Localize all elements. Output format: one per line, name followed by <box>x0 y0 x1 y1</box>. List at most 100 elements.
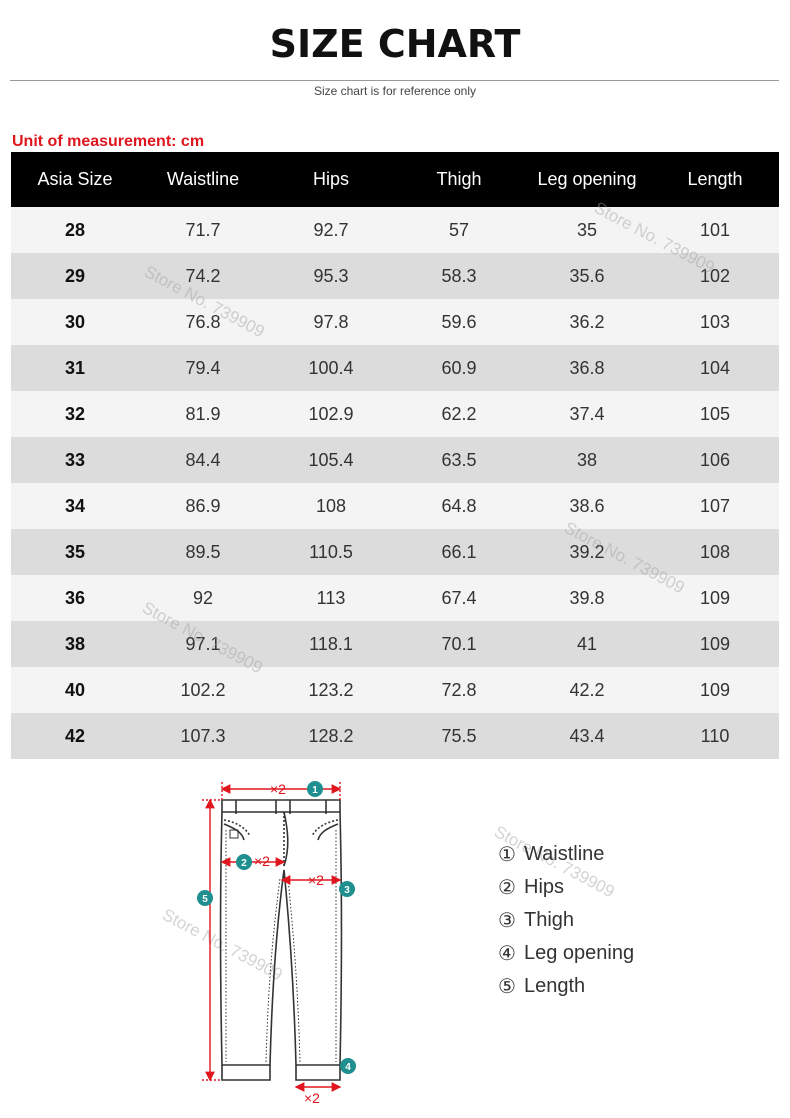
value-cell: 105.4 <box>267 437 395 483</box>
measure-lines <box>202 782 342 1092</box>
value-cell: 86.9 <box>139 483 267 529</box>
table-row: 35 89.5 110.5 66.1 39.2 108 <box>11 529 779 575</box>
value-cell: 104 <box>651 345 779 391</box>
value-cell: 103 <box>651 299 779 345</box>
col-header-asia-size: Asia Size <box>11 152 139 207</box>
value-cell: 38 <box>523 437 651 483</box>
value-cell: 58.3 <box>395 253 523 299</box>
measurement-legend: ① Waistline ② Hips ③ Thigh ④ Leg opening… <box>498 838 634 1003</box>
value-cell: 118.1 <box>267 621 395 667</box>
legend-num: ④ <box>498 943 516 965</box>
legend-item-leg-opening: ④ Leg opening <box>498 937 634 970</box>
pants-diagram: ×2 ×2 ×2 ×2 1 2 3 4 5 <box>197 781 356 1106</box>
value-cell: 71.7 <box>139 207 267 253</box>
value-cell: 102.2 <box>139 667 267 713</box>
value-cell: 75.5 <box>395 713 523 759</box>
value-cell: 128.2 <box>267 713 395 759</box>
value-cell: 110.5 <box>267 529 395 575</box>
value-cell: 95.3 <box>267 253 395 299</box>
value-cell: 59.6 <box>395 299 523 345</box>
unit-label: Unit of measurement: cm <box>12 133 205 150</box>
value-cell: 109 <box>651 575 779 621</box>
value-cell: 102 <box>651 253 779 299</box>
marker-leg-opening-num: 4 <box>345 1062 351 1073</box>
size-table: Asia Size Waistline Hips Thigh Leg openi… <box>11 152 779 759</box>
value-cell: 123.2 <box>267 667 395 713</box>
page-subtitle: Size chart is for reference only <box>313 84 477 98</box>
col-header-waistline: Waistline <box>139 152 267 207</box>
value-cell: 92.7 <box>267 207 395 253</box>
legend-label: Hips <box>524 876 565 898</box>
legend-label: Leg opening <box>524 942 635 964</box>
size-cell: 33 <box>11 437 139 483</box>
marker-waist-num: 1 <box>312 785 318 796</box>
value-cell: 97.8 <box>267 299 395 345</box>
size-cell: 35 <box>11 529 139 575</box>
value-cell: 89.5 <box>139 529 267 575</box>
table-row: 28 71.7 92.7 57 35 101 <box>11 207 779 253</box>
value-cell: 37.4 <box>523 391 651 437</box>
col-header-leg-opening: Leg opening <box>523 152 651 207</box>
value-cell: 72.8 <box>395 667 523 713</box>
size-cell: 32 <box>11 391 139 437</box>
marker-thigh-num: 3 <box>344 885 350 896</box>
table-row: 32 81.9 102.9 62.2 37.4 105 <box>11 391 779 437</box>
value-cell: 57 <box>395 207 523 253</box>
value-cell: 92 <box>139 575 267 621</box>
value-cell: 108 <box>651 529 779 575</box>
table-header-row: Asia Size Waistline Hips Thigh Leg openi… <box>11 152 779 207</box>
legend-num: ② <box>498 877 516 899</box>
marker-leg-opening <box>340 1058 356 1074</box>
legend-item-hips: ② Hips <box>498 871 634 904</box>
legend-num: ⑤ <box>498 976 516 998</box>
leg-opening-multiplier: ×2 <box>304 1090 320 1106</box>
marker-group: 1 2 3 4 5 <box>197 781 356 1074</box>
size-cell: 29 <box>11 253 139 299</box>
value-cell: 67.4 <box>395 575 523 621</box>
value-cell: 109 <box>651 667 779 713</box>
value-cell: 43.4 <box>523 713 651 759</box>
value-cell: 41 <box>523 621 651 667</box>
value-cell: 97.1 <box>139 621 267 667</box>
size-cell: 42 <box>11 713 139 759</box>
value-cell: 74.2 <box>139 253 267 299</box>
table-row: 34 86.9 108 64.8 38.6 107 <box>11 483 779 529</box>
value-cell: 79.4 <box>139 345 267 391</box>
legend-label: Thigh <box>524 909 575 931</box>
title-divider <box>10 80 779 81</box>
legend-item-waistline: ① Waistline <box>498 838 634 871</box>
marker-hips-num: 2 <box>241 858 247 869</box>
page-title: SIZE CHART <box>269 22 521 66</box>
value-cell: 101 <box>651 207 779 253</box>
marker-length <box>197 890 213 906</box>
value-cell: 107.3 <box>139 713 267 759</box>
value-cell: 76.8 <box>139 299 267 345</box>
legend-item-thigh: ③ Thigh <box>498 904 634 937</box>
value-cell: 84.4 <box>139 437 267 483</box>
table-row: 36 92 113 67.4 39.8 109 <box>11 575 779 621</box>
table-row: 38 97.1 118.1 70.1 41 109 <box>11 621 779 667</box>
value-cell: 66.1 <box>395 529 523 575</box>
value-cell: 113 <box>267 575 395 621</box>
marker-waist <box>307 781 323 797</box>
legend-num: ③ <box>498 910 516 932</box>
value-cell: 108 <box>267 483 395 529</box>
legend-num: ① <box>498 844 516 866</box>
col-header-thigh: Thigh <box>395 152 523 207</box>
value-cell: 110 <box>651 713 779 759</box>
col-header-length: Length <box>651 152 779 207</box>
col-header-hips: Hips <box>267 152 395 207</box>
legend-label: Length <box>524 975 586 997</box>
size-cell: 38 <box>11 621 139 667</box>
legend-item-length: ⑤ Length <box>498 970 634 1003</box>
size-cell: 36 <box>11 575 139 621</box>
value-cell: 81.9 <box>139 391 267 437</box>
pants-outline <box>219 799 343 1081</box>
value-cell: 100.4 <box>267 345 395 391</box>
value-cell: 39.2 <box>523 529 651 575</box>
legend-label: Waistline <box>524 843 605 865</box>
hips-multiplier: ×2 <box>254 853 270 869</box>
value-cell: 64.8 <box>395 483 523 529</box>
table-row: 31 79.4 100.4 60.9 36.8 104 <box>11 345 779 391</box>
size-cell: 34 <box>11 483 139 529</box>
